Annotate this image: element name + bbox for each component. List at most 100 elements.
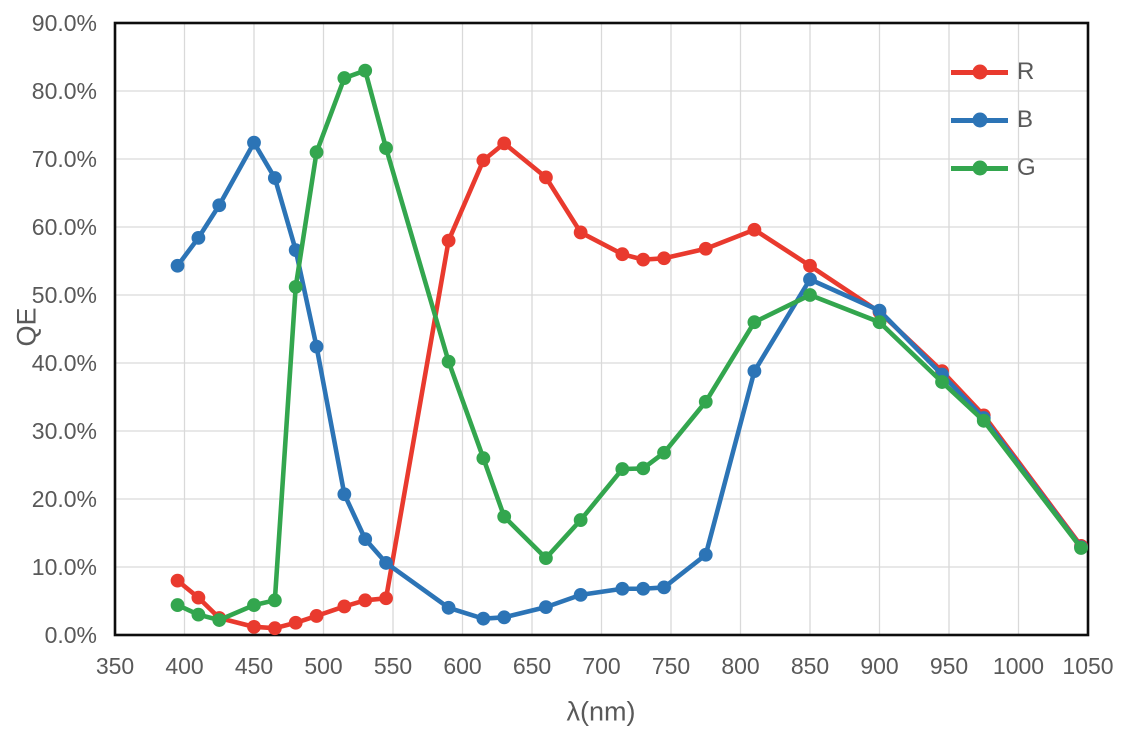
y-tick-label: 50.0% (32, 282, 97, 308)
series-G-marker (288, 279, 303, 294)
series-B-marker (476, 611, 491, 626)
series-B-marker (212, 198, 227, 213)
series-B-marker (309, 339, 324, 354)
x-axis-title: λ(nm) (566, 696, 636, 727)
series-R-marker (747, 222, 762, 237)
series-B-marker (636, 581, 651, 596)
series-B-marker (337, 487, 352, 502)
series-G-marker (976, 413, 991, 428)
series-G-marker (309, 145, 324, 160)
series-B-marker (191, 230, 206, 245)
x-tick-label: 950 (930, 653, 968, 679)
y-tick-label: 20.0% (32, 486, 97, 512)
x-tick-label: 800 (721, 653, 759, 679)
series-B-marker (803, 272, 817, 287)
series-G-marker (267, 593, 282, 608)
series-R-marker (803, 258, 817, 273)
series-G-marker (698, 394, 713, 409)
x-tick-label: 1000 (993, 653, 1044, 679)
y-axis-title: QE (11, 307, 42, 347)
series-B-marker (872, 303, 887, 318)
series-G-marker (379, 141, 393, 156)
series-B-marker (497, 610, 512, 625)
x-tick-label: 500 (304, 653, 342, 679)
series-R-marker (573, 225, 588, 240)
legend-item-R: R (951, 48, 1036, 96)
series-G-marker (657, 445, 671, 460)
legend-item-G: G (951, 144, 1036, 192)
x-tick-label: 350 (96, 653, 134, 679)
series-B-marker (358, 532, 373, 547)
x-tick-label: 400 (165, 653, 203, 679)
legend-item-B: B (951, 96, 1036, 144)
series-G-marker (539, 551, 553, 566)
series-B-marker (698, 547, 713, 562)
series-B-marker (441, 600, 456, 615)
series-B-marker (267, 171, 282, 185)
series-G-marker (247, 598, 261, 612)
series-G-marker (358, 63, 373, 78)
y-tick-label: 40.0% (32, 350, 97, 376)
y-tick-label: 10.0% (32, 554, 97, 580)
x-tick-label: 550 (374, 653, 412, 679)
legend-dot-G (972, 160, 987, 176)
x-tick-label: 900 (860, 653, 898, 679)
x-tick-label: 700 (582, 653, 620, 679)
series-R-marker (247, 619, 261, 634)
series-B-marker (573, 587, 588, 602)
series-B-marker (170, 258, 185, 273)
series-R-marker (657, 251, 671, 266)
legend-line-marker-R (951, 64, 1008, 80)
series-B-marker (539, 600, 553, 615)
series-R-marker (267, 621, 282, 636)
series-G-marker (441, 354, 456, 369)
series-R-marker (337, 599, 352, 614)
series-G-marker (803, 288, 817, 302)
series-B-marker (657, 580, 671, 595)
y-tick-label: 60.0% (32, 214, 97, 240)
series-R-marker (497, 136, 512, 151)
series-R-marker (288, 615, 303, 630)
legend-line-marker-G (951, 160, 1008, 176)
series-G-marker (337, 71, 352, 85)
series-G-marker (636, 461, 651, 476)
x-tick-label: 450 (235, 653, 273, 679)
series-R-marker (170, 573, 185, 588)
series-G-marker (1074, 541, 1088, 555)
legend-label-G: G (1017, 154, 1036, 181)
plot-border (113, 21, 1090, 637)
series-R-marker (191, 590, 206, 605)
series-G-marker (872, 315, 887, 330)
series-B-marker (615, 581, 630, 596)
y-tick-label: 90.0% (32, 10, 97, 36)
series-B-marker (747, 364, 762, 379)
x-tick-label: 1050 (1062, 653, 1113, 679)
series-G-marker (476, 451, 491, 466)
series-G-marker (615, 462, 630, 476)
series-B-marker (247, 135, 261, 150)
x-tick-label: 600 (443, 653, 481, 679)
x-tick-label: 750 (652, 653, 690, 679)
x-tick-label: 850 (791, 653, 829, 679)
series-G-marker (747, 315, 762, 330)
series-R-marker (309, 609, 324, 623)
series-G-marker (212, 613, 227, 627)
series-R-marker (476, 153, 491, 168)
x-tick-label: 650 (513, 653, 551, 679)
y-tick-label: 80.0% (32, 78, 97, 104)
series-B-marker (379, 556, 393, 570)
series-G-marker (170, 598, 185, 612)
series-R-marker (358, 593, 373, 608)
series-R-marker (379, 591, 393, 606)
series-R-marker (636, 252, 651, 267)
legend-dot-B (972, 112, 987, 128)
legend-dot-R (972, 64, 987, 80)
series-G-marker (497, 509, 512, 524)
series-G-marker (573, 513, 588, 527)
y-tick-label: 30.0% (32, 418, 97, 444)
series-R-marker (441, 233, 456, 248)
legend-line-marker-B (951, 112, 1008, 128)
